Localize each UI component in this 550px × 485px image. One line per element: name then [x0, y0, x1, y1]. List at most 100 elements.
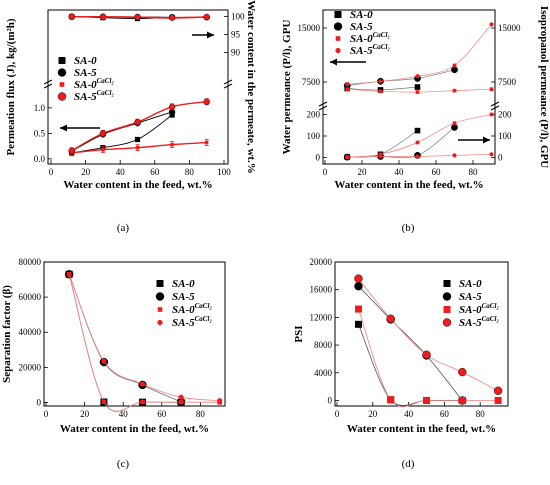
- y-tick-label: 16000: [310, 285, 333, 295]
- y-axis-label: Separation factor (β): [1, 285, 13, 383]
- series-b3-point: [489, 22, 494, 27]
- series-a2-point: [101, 147, 105, 152]
- plot-frame: [43, 261, 226, 407]
- y-right-tick-label: 95: [231, 30, 241, 40]
- series-b2-point: [378, 89, 383, 94]
- legend-marker: [335, 47, 341, 54]
- series-c2-point: [178, 399, 184, 405]
- x-tick-label: 40: [119, 409, 129, 419]
- legend-series-name: SA-0: [459, 278, 482, 290]
- panel-label: (b): [402, 222, 415, 234]
- y-left-tick-label: 0: [316, 153, 321, 163]
- y-left-axis-label: Water permeance (P/l), GPU: [281, 20, 293, 155]
- series-b2-point: [345, 87, 350, 92]
- legend-marker: [58, 57, 66, 64]
- legend-series-superscript: CaCl₂: [195, 315, 213, 323]
- legend-marker: [57, 68, 67, 77]
- legend-label: SA-0CaCl₂: [350, 31, 390, 45]
- legend-label: SA-5CaCl₂: [74, 89, 114, 103]
- legend-label: SA-0: [74, 55, 97, 67]
- x-tick-label: 80: [469, 167, 479, 177]
- axis-break-right: [223, 79, 233, 85]
- legend-label: SA-0CaCl₂: [459, 302, 499, 316]
- y-tick-label: 80000: [19, 257, 42, 267]
- x-tick-label: 0: [44, 409, 49, 419]
- legend-series-superscript: CaCl₂: [97, 89, 115, 97]
- y-left-tick-label: 200: [307, 109, 321, 119]
- legend-series-superscript: CaCl₂: [373, 31, 391, 39]
- series-b7-point: [489, 152, 494, 157]
- legend-series-name: SA-5: [74, 67, 97, 79]
- y-tick-label: 8000: [314, 340, 333, 350]
- series-b7-point: [415, 154, 420, 159]
- x-axis-label: Water content in the feed, wt.%: [60, 423, 209, 435]
- y-right-tick-label: 90: [231, 47, 241, 57]
- x-axis-label: Water content in the feed, wt.%: [347, 423, 496, 435]
- series-c0-line: [68, 274, 182, 412]
- legend-marker: [157, 307, 163, 312]
- y-right-axis-label: Isopropanol permeance (P/l), GPU: [538, 6, 550, 168]
- legend-label: SA-5: [172, 291, 195, 303]
- series-c3-point: [66, 271, 72, 277]
- y-right-axis-label: Water content in the permeate, wt.%: [245, 0, 257, 174]
- plot-frame: [322, 9, 496, 165]
- series-d3-point: [493, 386, 503, 395]
- series-b3-point: [378, 79, 383, 84]
- x-tick-label: 80: [476, 409, 486, 419]
- series-b6-point: [378, 152, 383, 157]
- legend-series-superscript: CaCl₂: [482, 302, 500, 310]
- y-left-tick-label: 1.0: [34, 103, 46, 113]
- legend-label: SA-5: [350, 21, 373, 33]
- series-a2-point: [204, 140, 209, 145]
- legend-series-name: SA-5: [350, 45, 373, 57]
- y-right-tick-label: 0: [498, 153, 503, 163]
- axis-break-left: [43, 83, 53, 89]
- y-left-tick-label: 15000: [298, 23, 321, 33]
- legend-series-name: SA-5: [459, 291, 482, 303]
- axis-break-left: [43, 79, 53, 85]
- legend-series-name: SA-0: [172, 304, 195, 316]
- legend-marker: [443, 280, 451, 287]
- series-a7-point: [134, 13, 141, 21]
- y-tick-label: 0: [37, 397, 42, 407]
- axis-break-right: [490, 101, 500, 107]
- y-right-tick-label: 200: [498, 109, 512, 119]
- legend-label: SA-0CaCl₂: [172, 302, 212, 316]
- series-d0-point: [354, 320, 362, 328]
- legend-label: SA-5CaCl₂: [459, 315, 499, 329]
- panel-label: (c): [117, 458, 130, 470]
- series-c3-point: [178, 394, 184, 400]
- legend-marker: [155, 292, 165, 301]
- series-c3-point: [101, 358, 107, 364]
- series-d1-line: [358, 285, 463, 401]
- legend-series-name: SA-5: [172, 317, 195, 329]
- legend-series-name: SA-5: [172, 291, 195, 303]
- series-b2-point: [452, 88, 457, 93]
- y-tick-label: 0: [328, 395, 333, 405]
- legend-series-name: SA-0: [172, 278, 195, 290]
- series-b6-point: [489, 112, 494, 117]
- series-a3-point: [99, 130, 107, 137]
- series-d3-point: [386, 314, 395, 323]
- legend-series-name: SA-5: [74, 91, 97, 103]
- series-b7-point: [345, 155, 350, 160]
- series-c3-point: [139, 381, 146, 387]
- series-a3-point: [203, 98, 210, 105]
- series-a2-point: [170, 142, 174, 147]
- series-c1-line: [68, 274, 182, 403]
- legend-series-name: SA-0: [74, 79, 97, 91]
- y-tick-label: 20000: [310, 257, 333, 267]
- x-tick-label: 0: [323, 167, 328, 177]
- y-axis-label: PSI: [293, 325, 305, 342]
- panel-d: 0 20 40 60 80 0 4000 8000 12000 16000 20000 Water c…: [293, 257, 509, 470]
- y-tick-label: 40000: [19, 327, 42, 337]
- y-tick-label: 20000: [19, 362, 42, 372]
- left-axis-arrow-head: [60, 124, 67, 132]
- legend-label: SA-0: [350, 9, 373, 21]
- y-right-tick-label: 7500: [498, 77, 517, 87]
- series-a3-point: [134, 118, 141, 126]
- series-d2-point: [354, 305, 362, 313]
- legend-marker: [334, 11, 342, 18]
- x-tick-label: 80: [185, 167, 195, 177]
